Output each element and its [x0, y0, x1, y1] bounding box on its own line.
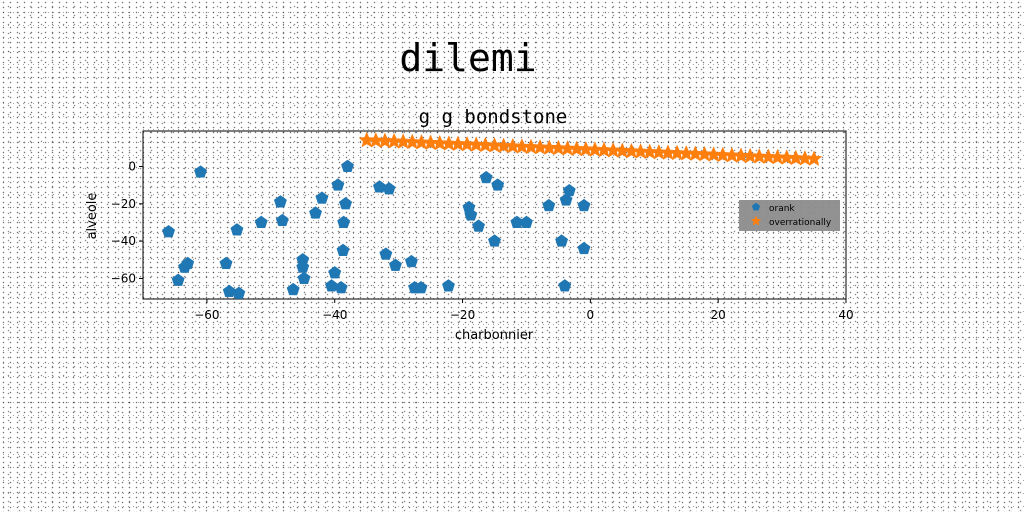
data-point-orank	[296, 260, 310, 273]
data-point-orank	[297, 271, 311, 284]
data-point-orank	[286, 282, 300, 296]
chart-title: g g bondstone	[419, 106, 568, 128]
x-axis-label: charbonnier	[455, 328, 534, 343]
data-point-orank	[558, 279, 572, 292]
y-axis-label: alveole	[85, 193, 100, 240]
y-tick-label: −60	[111, 271, 136, 285]
data-point-orank	[325, 279, 339, 292]
data-point-orank	[222, 284, 236, 298]
data-point-orank	[555, 234, 569, 247]
data-point-orank	[328, 266, 342, 279]
y-tick-label: 0	[128, 159, 136, 173]
data-points	[162, 131, 823, 299]
data-point-orank	[341, 159, 354, 172]
y-tick-label: −20	[111, 197, 136, 211]
legend-swatch-overrationally	[750, 215, 762, 226]
data-point-orank	[254, 215, 268, 228]
data-point-orank	[331, 178, 345, 191]
data-point-orank	[230, 223, 244, 236]
data-point-orank	[519, 215, 533, 228]
figure-title: dilemi	[399, 36, 537, 80]
data-point-orank	[379, 247, 393, 260]
data-point-orank	[479, 170, 493, 184]
data-point-orank	[562, 183, 576, 197]
x-tick-label: −20	[450, 308, 475, 322]
data-point-orank	[488, 234, 501, 247]
legend-marker-overrationally	[750, 215, 762, 226]
data-point-orank	[171, 273, 185, 286]
data-point-orank	[372, 180, 386, 193]
data-point-orank	[414, 280, 428, 294]
data-point-orank	[442, 279, 455, 292]
data-point-orank	[194, 165, 207, 178]
data-point-orank	[339, 196, 353, 210]
data-point-orank	[337, 215, 351, 228]
data-point-orank	[275, 213, 289, 227]
data-point-orank	[232, 286, 246, 299]
legend-swatch-orank	[751, 202, 761, 211]
x-tick-label: −60	[194, 308, 219, 322]
axis-ticks: −60 −40 −20 0 20 40 −60 −40 −20 0	[111, 159, 854, 322]
data-point-orank	[472, 219, 485, 232]
x-tick-label: 0	[587, 308, 595, 322]
data-point-orank	[336, 243, 350, 256]
data-point-orank	[577, 198, 591, 212]
data-point-orank	[309, 206, 323, 219]
legend-marker-orank	[751, 202, 761, 211]
data-point-orank	[334, 280, 348, 294]
y-tick-label: −40	[111, 234, 136, 248]
data-point-orank	[219, 256, 233, 270]
plot-area-frame	[142, 130, 847, 300]
data-point-overrationally	[805, 150, 823, 166]
data-point-orank	[542, 198, 556, 212]
data-point-orank	[491, 178, 505, 191]
data-point-orank	[577, 241, 591, 255]
legend-label-overrationally: overrationally	[769, 218, 832, 228]
legend-label-orank: orank	[769, 204, 795, 214]
data-point-orank	[404, 254, 418, 268]
x-tick-label: 20	[711, 308, 726, 322]
x-tick-label: 40	[838, 308, 853, 322]
data-point-orank	[388, 258, 402, 271]
data-point-orank	[382, 182, 396, 195]
data-point-orank	[162, 224, 176, 238]
data-point-orank	[559, 193, 573, 206]
data-point-orank	[315, 191, 329, 204]
data-point-orank	[273, 195, 287, 208]
chart-legend: orank overrationally	[739, 200, 840, 231]
data-point-orank	[181, 256, 195, 270]
data-point-orank	[464, 208, 478, 221]
x-tick-label: −40	[322, 308, 347, 322]
